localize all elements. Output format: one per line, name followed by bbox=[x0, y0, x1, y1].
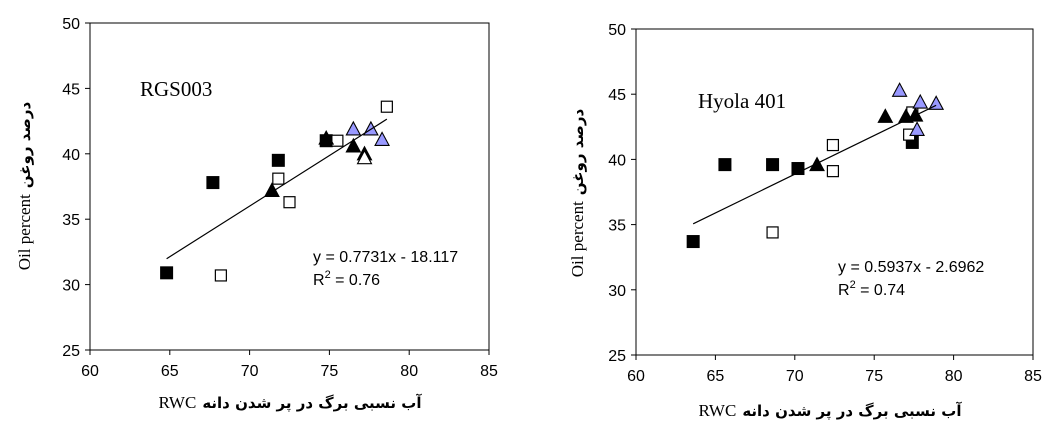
data-point-open-square bbox=[380, 100, 393, 113]
data-point-filled-triangle bbox=[318, 129, 335, 145]
svg-text:Oil percentدرصد روغن: Oil percent درصد روغن bbox=[568, 108, 587, 277]
y-tick-label-1: 40 bbox=[62, 147, 80, 164]
y-tick-labels-1: 25 30 35 40 45 50 bbox=[62, 16, 80, 360]
x-axis-title-fa-1: آب نسبی برگ در پر شدن دانه bbox=[202, 394, 422, 413]
trendline-1 bbox=[166, 118, 388, 260]
x-tick-marks-1 bbox=[89, 350, 490, 355]
data-point-blue-triangle bbox=[909, 121, 925, 136]
x-tick-label-2: 70 bbox=[786, 368, 804, 385]
x-tick-labels-2: 60 65 70 75 80 85 bbox=[627, 368, 1042, 385]
y-tick-labels-2: 25 30 35 40 45 50 bbox=[608, 22, 626, 365]
y-axis-title-2: Oil percent درصد روغن bbox=[568, 108, 587, 277]
plot-area-2: 25 30 35 40 45 50 60 65 70 75 80 85 bbox=[608, 22, 1042, 385]
panel-label-2: Hyola 401 bbox=[698, 89, 786, 113]
data-point-open-square bbox=[826, 138, 840, 152]
x-tick-label-2: 80 bbox=[945, 368, 963, 385]
svg-text:Oil percentدرصد روغن: Oil percent درصد روغن bbox=[15, 101, 34, 270]
data-point-filled-triangle bbox=[345, 137, 362, 153]
trendline-2 bbox=[692, 104, 937, 225]
data-point-blue-triangle bbox=[374, 131, 390, 146]
x-tick-label-2: 65 bbox=[707, 368, 725, 385]
data-point-blue-triangle bbox=[928, 95, 945, 110]
panel-label-1: RGS003 bbox=[140, 77, 212, 101]
y-axis-title-en-2: Oil percent bbox=[568, 201, 587, 277]
x-axis-title-en-2: RWC bbox=[699, 401, 737, 420]
y-tick-marks-2 bbox=[631, 28, 636, 356]
data-point-open-triangle bbox=[356, 149, 373, 165]
x-tick-label-1: 65 bbox=[161, 363, 179, 380]
data-point-filled-triangle bbox=[877, 108, 894, 123]
chart-panel-2: 25 30 35 40 45 50 60 65 70 75 80 85 Hyola 401 y = … bbox=[568, 22, 1042, 421]
plot-frame-2 bbox=[635, 28, 1034, 356]
y-tick-label-1: 25 bbox=[62, 343, 80, 360]
r-squared-2: R2 = 0.74 bbox=[838, 279, 905, 299]
x-tick-label-1: 80 bbox=[400, 363, 418, 380]
y-tick-label-1: 45 bbox=[62, 81, 80, 98]
y-axis-title-fa-1: درصد روغن bbox=[16, 101, 34, 188]
data-point-filled-square bbox=[206, 176, 220, 190]
x-tick-label-1: 70 bbox=[241, 363, 259, 380]
plot-area-1: 25 30 35 40 45 50 60 65 70 75 80 85 bbox=[62, 16, 498, 380]
y-tick-label-2: 30 bbox=[608, 283, 626, 300]
y-tick-label-1: 30 bbox=[62, 278, 80, 295]
x-tick-label-1: 60 bbox=[81, 363, 99, 380]
data-point-open-square bbox=[214, 269, 227, 282]
y-axis-title-1: Oil percent درصد روغن bbox=[15, 101, 34, 270]
chart-panel-1: 25 30 35 40 45 50 60 65 70 75 80 85 RGS003 y = 0.7… bbox=[15, 16, 498, 413]
x-tick-label-1: 75 bbox=[321, 363, 339, 380]
y-tick-marks-1 bbox=[85, 22, 90, 351]
y-tick-label-1: 35 bbox=[62, 212, 80, 229]
x-axis-title-en-1: RWC bbox=[159, 393, 197, 412]
data-point-filled-triangle bbox=[907, 106, 924, 122]
data-point-blue-triangle bbox=[345, 120, 362, 136]
data-point-filled-square bbox=[271, 153, 285, 167]
x-axis-title-fa-2: آب نسبی برگ در پر شدن دانه bbox=[742, 402, 962, 421]
x-tick-marks-2 bbox=[635, 355, 1034, 360]
y-axis-title-fa-2: درصد روغن bbox=[569, 108, 587, 195]
data-point-filled-triangle bbox=[809, 156, 825, 172]
equation-2: y = 0.5937x - 2.6962 bbox=[838, 259, 984, 276]
x-tick-label-2: 60 bbox=[627, 368, 645, 385]
data-point-open-square bbox=[826, 165, 840, 178]
data-point-open-square bbox=[283, 196, 296, 209]
data-point-filled-square bbox=[766, 158, 780, 172]
x-axis-title-2: RWC آب نسبی برگ در پر شدن دانه bbox=[699, 401, 963, 421]
y-tick-label-2: 40 bbox=[608, 152, 626, 169]
y-tick-label-2: 45 bbox=[608, 87, 626, 104]
x-axis-title-1: RWC آب نسبی برگ در پر شدن دانه bbox=[159, 393, 423, 413]
data-point-blue-triangle bbox=[891, 82, 908, 97]
data-point-filled-square bbox=[718, 158, 732, 172]
plot-frame-1 bbox=[89, 22, 490, 351]
data-point-open-square bbox=[766, 226, 779, 239]
data-point-filled-square bbox=[686, 235, 700, 249]
y-axis-title-en-1: Oil percent bbox=[15, 194, 34, 270]
x-tick-label-2: 75 bbox=[865, 368, 883, 385]
x-tick-labels-1: 60 65 70 75 80 85 bbox=[81, 363, 498, 380]
data-point-filled-square bbox=[160, 266, 174, 280]
r-squared-1: R2 = 0.76 bbox=[313, 269, 380, 289]
y-tick-label-2: 25 bbox=[608, 348, 626, 365]
y-tick-label-1: 50 bbox=[62, 16, 80, 33]
x-tick-label-1: 85 bbox=[480, 363, 498, 380]
y-tick-label-2: 50 bbox=[608, 22, 626, 39]
data-point-blue-triangle bbox=[912, 93, 929, 109]
y-tick-label-2: 35 bbox=[608, 218, 626, 235]
data-point-open-square bbox=[272, 172, 285, 185]
x-tick-label-2: 85 bbox=[1024, 368, 1042, 385]
equation-1: y = 0.7731x - 18.117 bbox=[313, 249, 458, 266]
data-points-2 bbox=[686, 82, 945, 249]
